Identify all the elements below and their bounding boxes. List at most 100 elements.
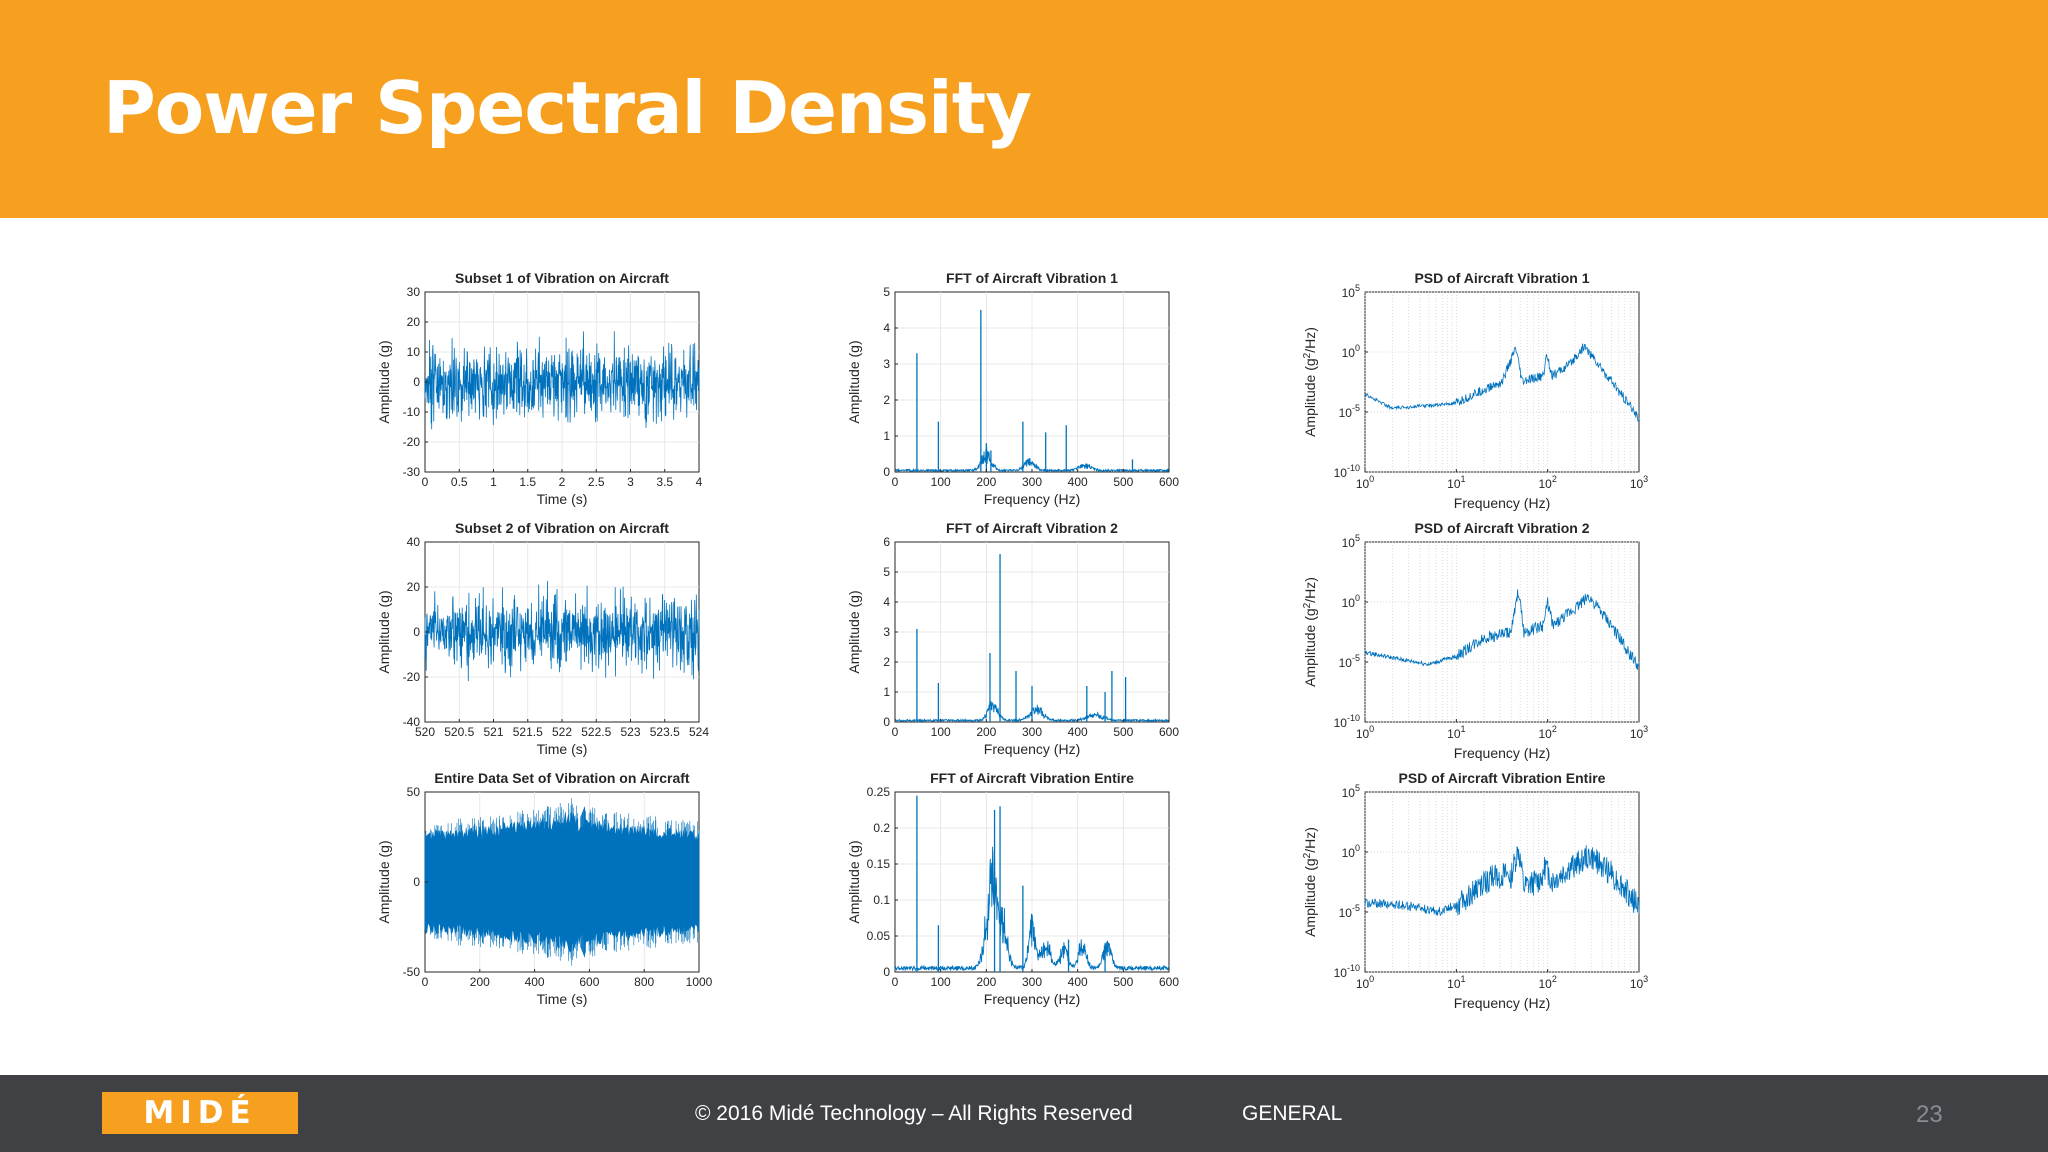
x-axis-label: Frequency (Hz) (1454, 745, 1550, 761)
y-tick-label: 0 (413, 875, 420, 889)
x-tick-label: 1000 (686, 975, 713, 989)
x-tick-label: 200 (976, 975, 996, 989)
y-tick-label: 0.2 (873, 821, 890, 835)
y-tick-label: 10-10 (1334, 713, 1360, 730)
x-axis-label: Time (s) (537, 991, 588, 1007)
y-tick-label: 0.05 (867, 929, 891, 943)
y-axis-label: Amplitude (g) (376, 340, 392, 423)
y-tick-label: 20 (407, 580, 421, 594)
x-tick-label: 400 (1068, 725, 1088, 739)
x-tick-label: 200 (976, 475, 996, 489)
x-tick-label: 600 (1159, 475, 1179, 489)
chart-title: PSD of Aircraft Vibration 1 (1414, 270, 1589, 286)
y-tick-label: 0 (883, 465, 890, 479)
y-tick-label: -10 (403, 405, 421, 419)
x-tick-label: 200 (976, 725, 996, 739)
x-tick-label: 500 (1113, 475, 1133, 489)
x-tick-label: 521 (483, 725, 503, 739)
x-tick-label: 400 (1068, 975, 1088, 989)
y-tick-label: 105 (1342, 783, 1360, 800)
copyright-text: © 2016 Midé Technology – All Rights Rese… (695, 1102, 1133, 1125)
x-tick-label: 100 (1356, 724, 1374, 741)
y-tick-label: 105 (1342, 283, 1360, 300)
chart-panel-5: 0 100 200 300 400 500 600 0 1 2 3 4 5 6 FFT of Aircraf… (846, 520, 1179, 757)
series-line (424, 580, 700, 682)
y-tick-label: 10-5 (1339, 903, 1360, 920)
y-tick-label: -50 (403, 965, 421, 979)
mide-logo[interactable]: MIDÉ (102, 1092, 298, 1134)
x-tick-label: 2 (559, 475, 566, 489)
chart-title: Subset 2 of Vibration on Aircraft (455, 520, 669, 536)
chart-title: FFT of Aircraft Vibration 2 (946, 520, 1118, 536)
y-tick-label: 0 (883, 715, 890, 729)
x-tick-label: 100 (931, 975, 951, 989)
y-tick-label: 4 (883, 321, 890, 335)
x-tick-label: 300 (1022, 475, 1042, 489)
x-tick-label: 524 (689, 725, 709, 739)
series-line (424, 331, 700, 430)
x-tick-label: 600 (1159, 725, 1179, 739)
x-tick-label: 101 (1447, 974, 1465, 991)
x-tick-label: 0.5 (451, 475, 468, 489)
x-tick-label: 523 (620, 725, 640, 739)
title-bar: Power Spectral Density (0, 0, 2048, 218)
y-tick-label: 10-5 (1339, 403, 1360, 420)
x-axis-label: Frequency (Hz) (984, 491, 1080, 507)
y-tick-label: 5 (883, 285, 890, 299)
page-number: 23 (1916, 1101, 1943, 1128)
chart-title: PSD of Aircraft Vibration 2 (1414, 520, 1589, 536)
y-tick-label: 10-5 (1339, 653, 1360, 670)
x-axis-label: Frequency (Hz) (984, 991, 1080, 1007)
x-tick-label: 102 (1538, 974, 1556, 991)
chart-title: Entire Data Set of Vibration on Aircraft (434, 770, 689, 786)
y-tick-label: 0.15 (867, 857, 891, 871)
chart-panel-6: 100 101 102 103 10-10 10-5 100 105 PSD of Aircra… (1302, 520, 1648, 761)
series-line (1364, 589, 1640, 670)
chart-panel-2: 0 100 200 300 400 500 600 0 1 2 3 4 5 FFT of Aircraft… (846, 270, 1179, 507)
x-tick-label: 3.5 (656, 475, 673, 489)
y-axis-label: Amplitude (g) (846, 840, 862, 923)
y-tick-label: -40 (403, 715, 421, 729)
y-tick-label: 1 (883, 685, 890, 699)
x-tick-label: 0 (892, 975, 899, 989)
y-tick-label: 1 (883, 429, 890, 443)
chart-title: FFT of Aircraft Vibration 1 (946, 270, 1118, 286)
y-tick-label: -20 (403, 435, 421, 449)
slide-title: Power Spectral Density (103, 66, 1032, 150)
y-tick-label: 50 (407, 785, 421, 799)
chart-title: PSD of Aircraft Vibration Entire (1399, 770, 1606, 786)
y-tick-label: 2 (883, 393, 890, 407)
x-tick-label: 521.5 (513, 725, 543, 739)
x-axis-label: Time (s) (537, 491, 588, 507)
chart-panel-4: 520 520.5 521 521.5 522 522.5 523 523.5 524 -40 -2… (376, 520, 709, 757)
series-line (1364, 343, 1640, 422)
x-tick-label: 300 (1022, 725, 1042, 739)
y-tick-label: 0 (413, 375, 420, 389)
x-axis-label: Frequency (Hz) (984, 741, 1080, 757)
x-tick-label: 4 (696, 475, 703, 489)
chart-title: FFT of Aircraft Vibration Entire (930, 770, 1134, 786)
chart-panel-1: 0 0.5 1 1.5 2 2.5 3 3.5 4 -30 -20 -10 0 10 20 30 Subset … (376, 270, 703, 507)
y-tick-label: 20 (407, 315, 421, 329)
y-axis-label: Amplitude (g) (376, 590, 392, 673)
y-axis-label: Amplitude (g) (376, 840, 392, 923)
x-tick-label: 200 (470, 975, 490, 989)
y-tick-label: 6 (883, 535, 890, 549)
x-tick-label: 522.5 (581, 725, 611, 739)
y-tick-label: 4 (883, 595, 890, 609)
footer: MIDÉ © 2016 Midé Technology – All Rights… (0, 1075, 2048, 1152)
x-axis-label: Time (s) (537, 741, 588, 757)
y-axis-label: Amplitude (g2/Hz) (1302, 827, 1318, 937)
x-tick-label: 100 (931, 725, 951, 739)
chart-panel-3: 100 101 102 103 10-10 10-5 100 105 PSD of Aircra… (1302, 270, 1648, 511)
x-tick-label: 0 (422, 975, 429, 989)
x-tick-label: 102 (1538, 474, 1556, 491)
y-tick-label: 0 (883, 965, 890, 979)
chart-title: Subset 1 of Vibration on Aircraft (455, 270, 669, 286)
series-line (894, 846, 1170, 972)
y-tick-label: 2 (883, 655, 890, 669)
x-axis-label: Frequency (Hz) (1454, 995, 1550, 1011)
y-tick-label: 10-10 (1334, 963, 1360, 980)
y-tick-label: 0.25 (867, 785, 891, 799)
x-tick-label: 523.5 (650, 725, 680, 739)
